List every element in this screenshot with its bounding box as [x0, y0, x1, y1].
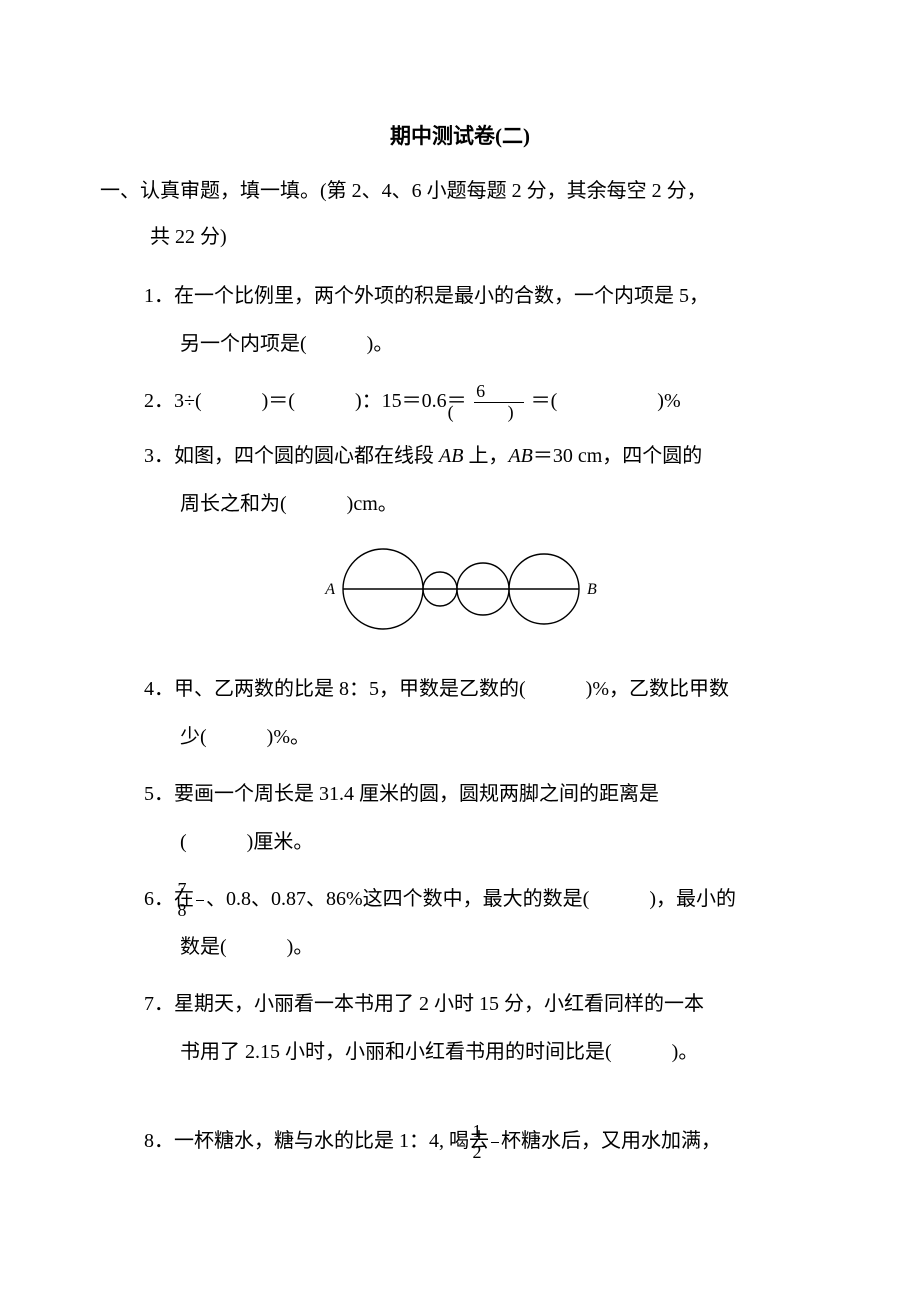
- q6-frac-den: 8: [196, 901, 204, 921]
- svg-text:B: B: [587, 581, 597, 598]
- q2-fraction: 6 ( ): [474, 382, 524, 423]
- q1-line2-wrap: 另一个内项是( )。: [100, 321, 820, 367]
- q5-line1: 5．要画一个周长是 31.4 厘米的圆，圆规两脚之间的距离是: [144, 783, 659, 805]
- question-2: 2．3÷( )＝( )：15＝0.6＝ 6 ( ) ＝( )%: [100, 379, 820, 424]
- q4-line2: 少( )%。: [180, 726, 310, 748]
- q8-suffix: 杯糖水后，又用水加满，: [501, 1130, 721, 1152]
- q6-prefix: 6．在: [144, 888, 194, 910]
- q5-line2-wrap: ( )厘米。: [100, 819, 820, 865]
- circles-figure: AB: [310, 539, 610, 639]
- q3-line2: 周长之和为( )cm。: [180, 493, 398, 515]
- q4-line1: 4．甲、乙两数的比是 8：5，甲数是乙数的( )%，乙数比甲数: [144, 678, 729, 700]
- q8-fraction: 1 2: [491, 1122, 499, 1163]
- q6-line2-wrap: 数是( )。: [100, 924, 820, 970]
- section-heading-line1: 一、认真审题，填一填。(第 2、4、6 小题每题 2 分，其余每空 2 分，: [100, 180, 707, 202]
- q4-line2-wrap: 少( )%。: [100, 714, 820, 760]
- question-6: 6．在 7 8 、0.8、0.87、86%这四个数中，最大的数是( )，最小的: [100, 877, 820, 922]
- question-1: 1．在一个比例里，两个外项的积是最小的合数，一个内项是 5，: [100, 274, 820, 319]
- q8-frac-den: 2: [491, 1143, 499, 1163]
- exam-title: 期中测试卷(二): [100, 120, 820, 154]
- q8-frac-num: 1: [491, 1122, 499, 1143]
- q6-frac-num: 7: [196, 880, 204, 901]
- q3-line2-wrap: 周长之和为( )cm。: [100, 481, 820, 527]
- q7-line2: 书用了 2.15 小时，小丽和小红看书用的时间比是( )。: [180, 1041, 698, 1063]
- q1-line1: 1．在一个比例里，两个外项的积是最小的合数，一个内项是 5，: [144, 285, 709, 307]
- section-heading: 一、认真审题，填一填。(第 2、4、6 小题每题 2 分，其余每空 2 分， 共…: [100, 168, 820, 260]
- question-3: 3．如图，四个圆的圆心都在线段 AB 上，AB＝30 cm，四个圆的: [100, 434, 820, 479]
- q8-prefix: 8．一杯糖水，糖与水的比是 1：4, 喝去: [144, 1130, 489, 1152]
- q3-diagram: AB: [100, 539, 820, 649]
- question-8: 8．一杯糖水，糖与水的比是 1：4, 喝去 1 2 杯糖水后，又用水加满，: [100, 1119, 820, 1164]
- q6-mid: 、0.8、0.87、86%这四个数中，最大的数是( )，最小的: [206, 888, 736, 910]
- q2-frac-den: ( ): [474, 403, 524, 423]
- section-heading-line2: 共 22 分): [100, 226, 227, 248]
- question-4: 4．甲、乙两数的比是 8：5，甲数是乙数的( )%，乙数比甲数: [100, 667, 820, 712]
- svg-text:A: A: [324, 581, 335, 598]
- q1-line2: 另一个内项是( )。: [180, 333, 393, 355]
- q2-suffix: ＝( )%: [531, 390, 681, 412]
- q3-line1c: ＝30 cm，四个圆的: [533, 445, 702, 467]
- q3-ab2: AB: [508, 445, 532, 467]
- q7-line1: 7．星期天，小丽看一本书用了 2 小时 15 分，小红看同样的一本: [144, 993, 704, 1015]
- q3-ab1: AB: [439, 445, 463, 467]
- question-7: 7．星期天，小丽看一本书用了 2 小时 15 分，小红看同样的一本: [100, 982, 820, 1027]
- q2-frac-num: 6: [474, 382, 524, 403]
- q3-line1a: 3．如图，四个圆的圆心都在线段: [144, 445, 439, 467]
- q3-line1b: 上，: [463, 445, 508, 467]
- question-5: 5．要画一个周长是 31.4 厘米的圆，圆规两脚之间的距离是: [100, 772, 820, 817]
- q6-line2: 数是( )。: [180, 936, 313, 958]
- q7-line2-wrap: 书用了 2.15 小时，小丽和小红看书用的时间比是( )。: [100, 1029, 820, 1075]
- q5-line2: ( )厘米。: [180, 831, 313, 853]
- q6-fraction: 7 8: [196, 880, 204, 921]
- q2-prefix: 2．3÷( )＝( )：15＝0.6＝: [144, 390, 467, 412]
